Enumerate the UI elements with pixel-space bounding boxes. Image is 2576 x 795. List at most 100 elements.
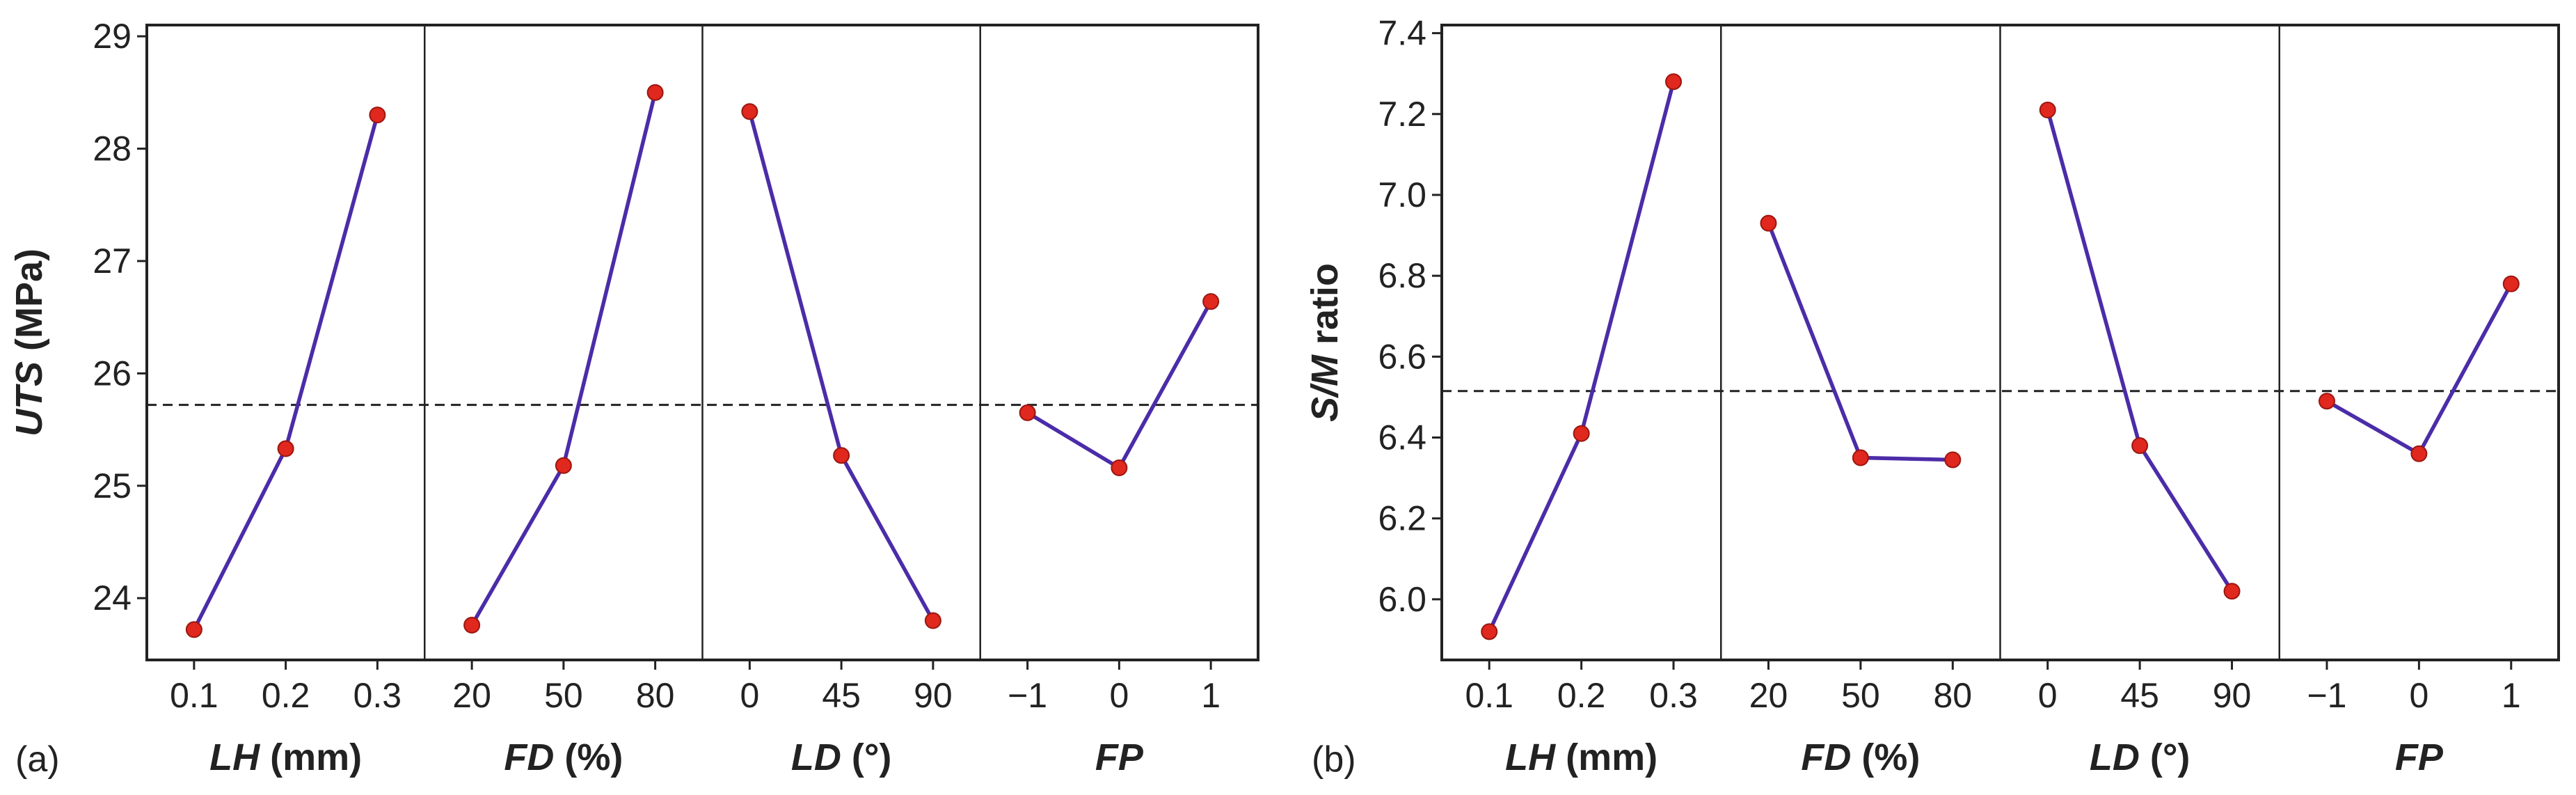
panel-letter: (b) — [1312, 739, 1356, 780]
factor-axis-label-italic: FP — [1095, 737, 1144, 778]
x-tick-label: 45 — [822, 676, 861, 715]
series-line — [1487, 81, 1676, 633]
factor-axis-label: FD (%) — [1801, 737, 1920, 778]
data-point — [555, 457, 572, 474]
data-point — [646, 84, 664, 101]
series-line — [1766, 222, 1953, 462]
data-point — [463, 616, 481, 633]
y-axis-label-rest: (MPa) — [8, 249, 50, 361]
data-point — [185, 621, 202, 638]
factor-axis-label-italic: FD — [1801, 737, 1851, 778]
x-tick-label: 50 — [1841, 676, 1880, 715]
factor-axis-label-italic: FD — [504, 737, 554, 778]
x-tick-label: 80 — [1933, 676, 1972, 715]
factor-axis-label-rest: (mm) — [260, 737, 362, 778]
x-tick-label: 0 — [2409, 676, 2428, 715]
y-tick-label: 29 — [93, 17, 132, 56]
factor-axis-label: LH (mm) — [209, 737, 362, 778]
y-tick-label: 6.0 — [1378, 580, 1426, 619]
y-axis-label-italic: UTS — [8, 361, 50, 436]
panel-letter: (a) — [15, 739, 60, 780]
y-axis-label-italic: S/M — [1304, 354, 1346, 422]
x-tick-label: −1 — [1008, 676, 1047, 715]
factor-axis-label-italic: LD — [791, 737, 841, 778]
factor-axis-label: LD (°) — [2090, 737, 2191, 778]
y-tick-label: 7.0 — [1378, 175, 1426, 214]
factor-axis-label-italic: LH — [209, 737, 260, 778]
data-point — [1944, 451, 1962, 469]
data-point — [2410, 445, 2428, 462]
data-point — [369, 107, 386, 124]
data-point — [277, 440, 294, 457]
x-tick-label: 50 — [544, 676, 583, 715]
x-tick-label: 0.2 — [1557, 676, 1606, 715]
data-point — [2131, 437, 2149, 455]
series-line — [747, 111, 935, 622]
series-line — [192, 114, 380, 631]
y-tick-label: 25 — [93, 466, 132, 505]
factor-axis-label-rest: (mm) — [1555, 737, 1657, 778]
y-tick-label: 24 — [93, 578, 132, 617]
data-point — [1665, 73, 1683, 90]
factor-axis-label: LH (mm) — [1505, 737, 1657, 778]
factor-axis-label-rest: (%) — [1851, 737, 1920, 778]
x-tick-label: 0 — [740, 676, 759, 715]
factor-axis-label-italic: LH — [1505, 737, 1556, 778]
x-tick-label: 0 — [2038, 676, 2058, 715]
data-point — [1111, 459, 1128, 476]
x-tick-label: 20 — [1749, 676, 1788, 715]
chart-panel-b: 6.0 6.2 6.4 6.6 6.8 7.0 7.2 7.4 S/M ratio (b) 0.1 0… — [1304, 14, 2560, 780]
factor-axis-label: LD (°) — [791, 737, 892, 778]
x-tick-label: 0.2 — [262, 676, 310, 715]
x-tick-label: 1 — [2502, 676, 2521, 715]
chart-panel-a: 24 25 26 27 28 29 UTS (MPa) (a) 0.1 0.2 0.3 LH (mm)… — [8, 17, 1259, 780]
x-tick-label: 45 — [2120, 676, 2159, 715]
factor-axis-label: FP — [1095, 737, 1144, 778]
data-point — [1019, 404, 1036, 421]
data-point — [1202, 293, 1220, 310]
factor-axis-label-italic: LD — [2090, 737, 2140, 778]
y-tick-label: 26 — [93, 354, 132, 393]
y-tick-label: 6.4 — [1378, 418, 1426, 457]
x-tick-label: 20 — [452, 676, 491, 715]
data-point — [2318, 393, 2335, 410]
data-point — [2039, 101, 2056, 118]
x-tick-label: 0 — [1109, 676, 1129, 715]
factor-axis-label-rest: (%) — [554, 737, 623, 778]
data-point — [2502, 275, 2520, 292]
y-tick-label: 6.8 — [1378, 256, 1426, 295]
x-tick-label: 80 — [636, 676, 675, 715]
x-tick-label: 90 — [914, 676, 953, 715]
factor-axis-label-italic: FP — [2395, 737, 2444, 778]
data-point — [741, 103, 758, 120]
x-tick-label: −1 — [2307, 676, 2346, 715]
data-point — [1573, 425, 1590, 442]
y-tick-label: 7.2 — [1378, 95, 1426, 134]
factor-axis-label-rest: (°) — [2140, 737, 2191, 778]
data-point — [2223, 583, 2241, 600]
data-point — [924, 612, 941, 629]
data-point — [1760, 214, 1777, 232]
y-axis-label: S/M ratio — [1304, 263, 1346, 422]
series-line — [2046, 109, 2234, 592]
factor-axis-label: FP — [2395, 737, 2444, 778]
y-tick-label: 6.2 — [1378, 499, 1426, 538]
x-tick-label: 90 — [2213, 676, 2252, 715]
x-tick-label: 0.3 — [1649, 676, 1698, 715]
x-tick-label: 1 — [1201, 676, 1221, 715]
data-point — [1481, 623, 1498, 640]
y-tick-label: 27 — [93, 242, 132, 281]
data-point — [1852, 449, 1869, 466]
x-tick-label: 0.1 — [1465, 676, 1513, 715]
factor-axis-label-rest: (°) — [841, 737, 892, 778]
series-line — [470, 92, 658, 627]
y-axis-label-rest: ratio — [1304, 263, 1346, 355]
x-tick-label: 0.1 — [170, 676, 218, 715]
factor-axis-label: FD (%) — [504, 737, 623, 778]
y-tick-label: 6.6 — [1378, 337, 1426, 376]
series-line — [2325, 283, 2513, 456]
y-tick-label: 28 — [93, 129, 132, 168]
data-point — [833, 447, 850, 464]
x-tick-label: 0.3 — [353, 676, 402, 715]
